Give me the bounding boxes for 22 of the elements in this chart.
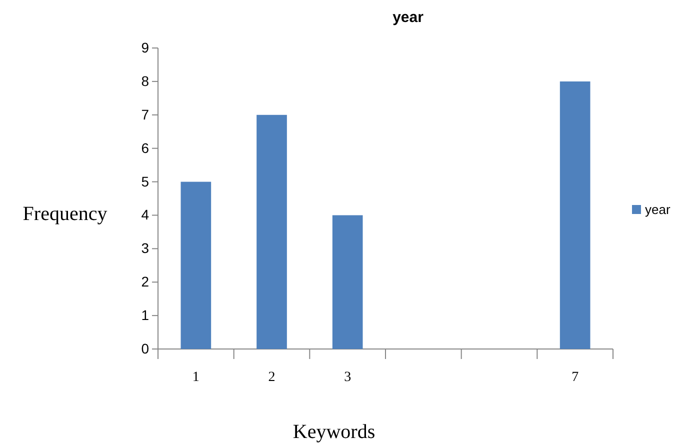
y-tick-label: 3 (141, 240, 150, 256)
legend-label: year (645, 202, 671, 217)
y-tick-label: 5 (141, 173, 150, 190)
bar (256, 114, 287, 349)
x-tick-label: 1 (192, 370, 200, 385)
x-tick-label: 3 (344, 370, 352, 385)
bar (560, 81, 590, 349)
y-tick-label: 1 (141, 307, 150, 324)
y-tick-label: 7 (141, 106, 150, 122)
y-axis-title: Frequency (22, 203, 108, 225)
y-tick-label: 2 (141, 274, 150, 290)
y-tick-label: 8 (141, 72, 150, 89)
chart-title: year (392, 9, 424, 26)
x-tick-label: 2 (268, 370, 276, 385)
x-tick-label: 7 (572, 370, 579, 385)
bar (332, 215, 363, 349)
y-tick-label: 0 (141, 340, 150, 356)
x-axis-title: Keywords (292, 421, 376, 443)
y-tick-label: 4 (141, 206, 150, 223)
y-tick-label: 6 (141, 140, 150, 156)
bar (180, 182, 212, 349)
y-tick-label: 9 (141, 39, 150, 56)
